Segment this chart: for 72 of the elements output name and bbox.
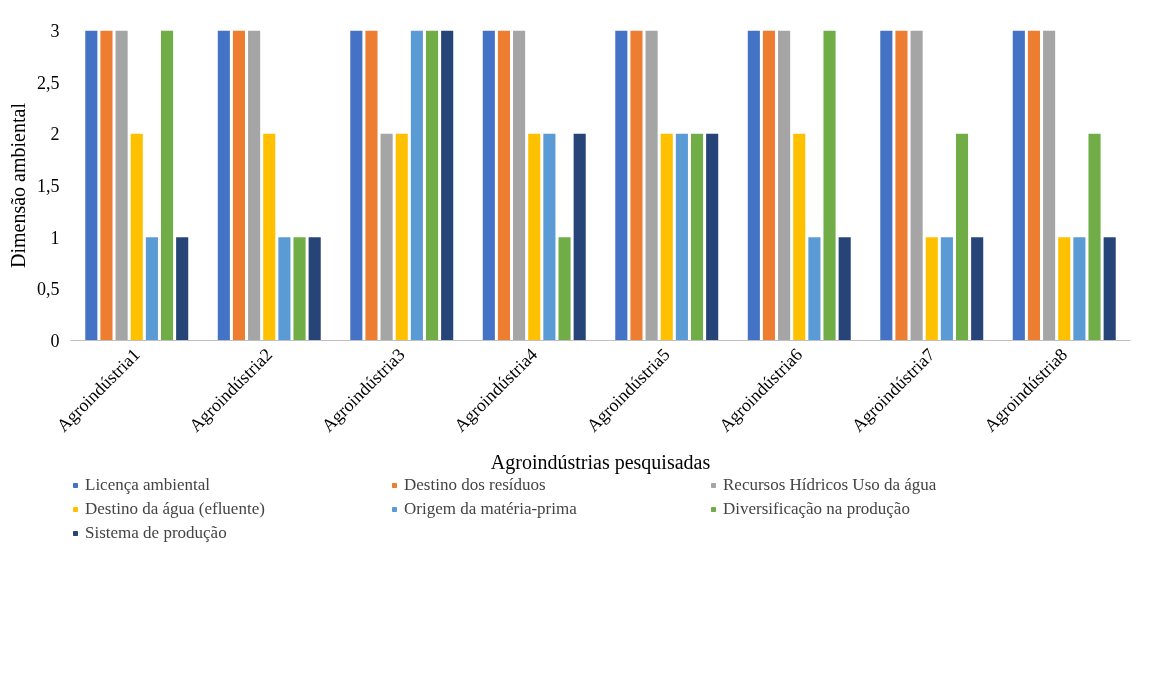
y-tick-label: 0,5: [37, 279, 60, 300]
bar: [1027, 30, 1041, 341]
bar: [660, 133, 673, 341]
bar: [1012, 30, 1025, 341]
legend-label: Diversificação na produção: [723, 499, 911, 519]
bar: [160, 30, 174, 341]
bar: [365, 30, 378, 341]
bar: [248, 30, 261, 341]
bar: [573, 133, 586, 341]
bar: [350, 30, 363, 341]
bar: [1088, 133, 1101, 341]
bar: [380, 133, 393, 341]
bar: [1043, 30, 1056, 341]
legend-label: Licença ambiental: [85, 475, 212, 495]
legend-label: Recursos Hídricos Uso da água: [723, 475, 938, 495]
y-tick-label: 1: [50, 227, 60, 248]
bar: [217, 30, 230, 341]
bar: [145, 237, 158, 341]
y-axis-title: Dimensão ambiental: [7, 102, 29, 268]
bar: [1103, 237, 1116, 341]
bar: [706, 133, 719, 341]
bar: [838, 237, 851, 341]
bar: [675, 133, 688, 341]
bar: [130, 133, 143, 341]
x-axis-title: Agroindústrias pesquisadas: [490, 450, 711, 474]
bar: [1058, 237, 1071, 341]
bar: [115, 30, 128, 341]
bar: [528, 133, 541, 341]
bar: [630, 30, 643, 341]
bar: [308, 237, 321, 341]
bar: [823, 30, 836, 341]
bar: [293, 237, 306, 341]
legend-label: Destino dos resíduos: [404, 475, 547, 495]
bar: [940, 237, 953, 341]
legend-label: Destino da água (efluente): [85, 499, 266, 519]
bar: [645, 30, 658, 341]
y-tick-label: 0: [50, 331, 60, 351]
bar: [100, 30, 113, 341]
bar: [793, 133, 806, 341]
bar: [615, 30, 628, 341]
bar: [85, 30, 98, 341]
bar: [425, 30, 439, 341]
bar: [971, 237, 984, 341]
bar: [1073, 237, 1086, 341]
bar: [880, 30, 893, 341]
bar: [910, 30, 923, 341]
bar: [955, 133, 969, 341]
legend-label: Sistema de produção: [85, 523, 228, 543]
bar: [497, 30, 511, 341]
bar: [410, 30, 423, 341]
bar: [278, 237, 291, 341]
bar: [808, 237, 821, 341]
bar: [232, 30, 246, 341]
bar: [690, 133, 704, 341]
bar: [762, 30, 776, 341]
bar: [895, 30, 908, 341]
legend-label: Origem da matéria-prima: [404, 499, 578, 519]
bar: [513, 30, 526, 341]
bar: [925, 237, 938, 341]
bar: [482, 30, 495, 341]
bar: [395, 133, 408, 341]
bar: [747, 30, 760, 341]
bar: [778, 30, 791, 341]
bar: [543, 133, 556, 341]
bar: [263, 133, 276, 341]
y-tick-label: 1,5: [37, 176, 60, 196]
bar: [176, 237, 189, 341]
y-tick-label: 2: [50, 124, 60, 145]
y-tick-label: 2,5: [37, 72, 60, 93]
y-tick-label: 3: [50, 21, 60, 41]
bar: [441, 30, 454, 341]
bar: [558, 237, 571, 341]
